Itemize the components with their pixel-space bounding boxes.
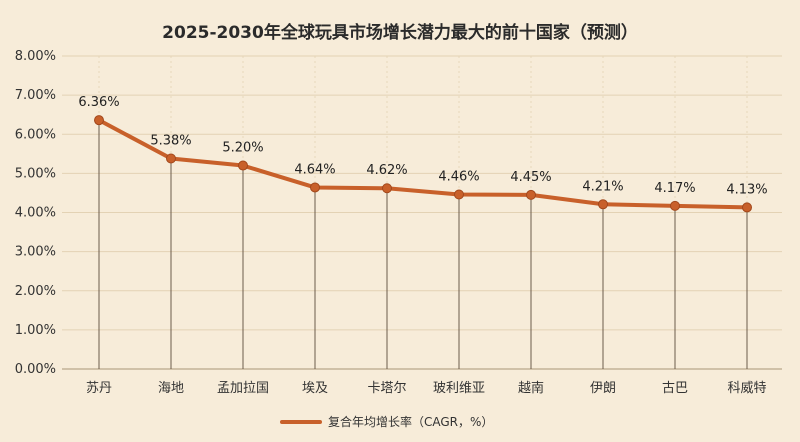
y-tick-label: 5.00% <box>15 166 56 181</box>
y-tick-label: 0.00% <box>15 362 56 377</box>
data-point <box>670 200 680 211</box>
x-tick-label: 苏丹 <box>86 380 112 396</box>
data-label: 4.64% <box>294 162 335 177</box>
y-tick-label: 2.00% <box>15 284 56 299</box>
data-point <box>598 199 608 210</box>
y-tick-label: 6.00% <box>15 127 56 142</box>
series-line <box>94 115 752 213</box>
grid <box>62 55 782 370</box>
x-tick-label: 越南 <box>518 380 544 396</box>
data-label: 4.13% <box>726 182 767 197</box>
series-polyline <box>97 118 749 210</box>
legend: 复合年均增长率（CAGR，%） <box>280 414 493 429</box>
legend-label: 复合年均增长率（CAGR，%） <box>328 414 493 429</box>
data-point <box>238 160 248 171</box>
x-tick-label: 卡塔尔 <box>367 381 406 396</box>
data-point <box>166 153 176 164</box>
data-point <box>526 189 536 200</box>
data-point <box>94 115 104 126</box>
data-point <box>382 183 392 194</box>
data-point <box>310 182 320 193</box>
data-label: 4.21% <box>582 179 623 194</box>
data-label: 4.46% <box>438 170 479 185</box>
chart-title: 2025-2030年全球玩具市场增长潜力最大的前十国家（预测） <box>162 22 638 43</box>
data-label: 6.36% <box>78 95 119 110</box>
data-label: 4.62% <box>366 163 407 178</box>
data-point <box>454 189 464 200</box>
data-label: 5.20% <box>222 141 263 156</box>
x-tick-label: 科威特 <box>727 381 766 396</box>
data-label: 4.17% <box>654 181 695 196</box>
vertical-drop-lines <box>98 120 748 369</box>
data-labels: 6.36% 5.38% 5.20% 4.64% 4.62% 4.46% 4.45% 4.21%… <box>78 95 767 197</box>
x-tick-label: 古巴 <box>662 381 688 396</box>
data-label: 5.38% <box>150 134 191 149</box>
x-tick-label: 孟加拉国 <box>217 381 269 396</box>
y-tick-label: 4.00% <box>15 206 56 221</box>
data-label: 4.45% <box>510 170 551 185</box>
x-tick-label: 埃及 <box>302 381 328 396</box>
x-axis: 苏丹 海地 孟加拉国 埃及 卡塔尔 玻利维亚 越南 伊朗 古巴 科威特 <box>86 380 767 396</box>
x-tick-label: 玻利维亚 <box>433 381 485 396</box>
y-tick-label: 8.00% <box>15 49 56 64</box>
x-tick-label: 海地 <box>158 381 184 396</box>
x-tick-label: 伊朗 <box>590 381 616 396</box>
y-tick-label: 1.00% <box>15 323 56 338</box>
y-tick-label: 7.00% <box>15 88 56 103</box>
data-point <box>742 202 752 213</box>
y-tick-label: 3.00% <box>15 245 56 260</box>
y-axis: 0.00% 1.00% 2.00% 3.00% 4.00% 5.00% 6.00% 7.00%… <box>15 49 56 377</box>
